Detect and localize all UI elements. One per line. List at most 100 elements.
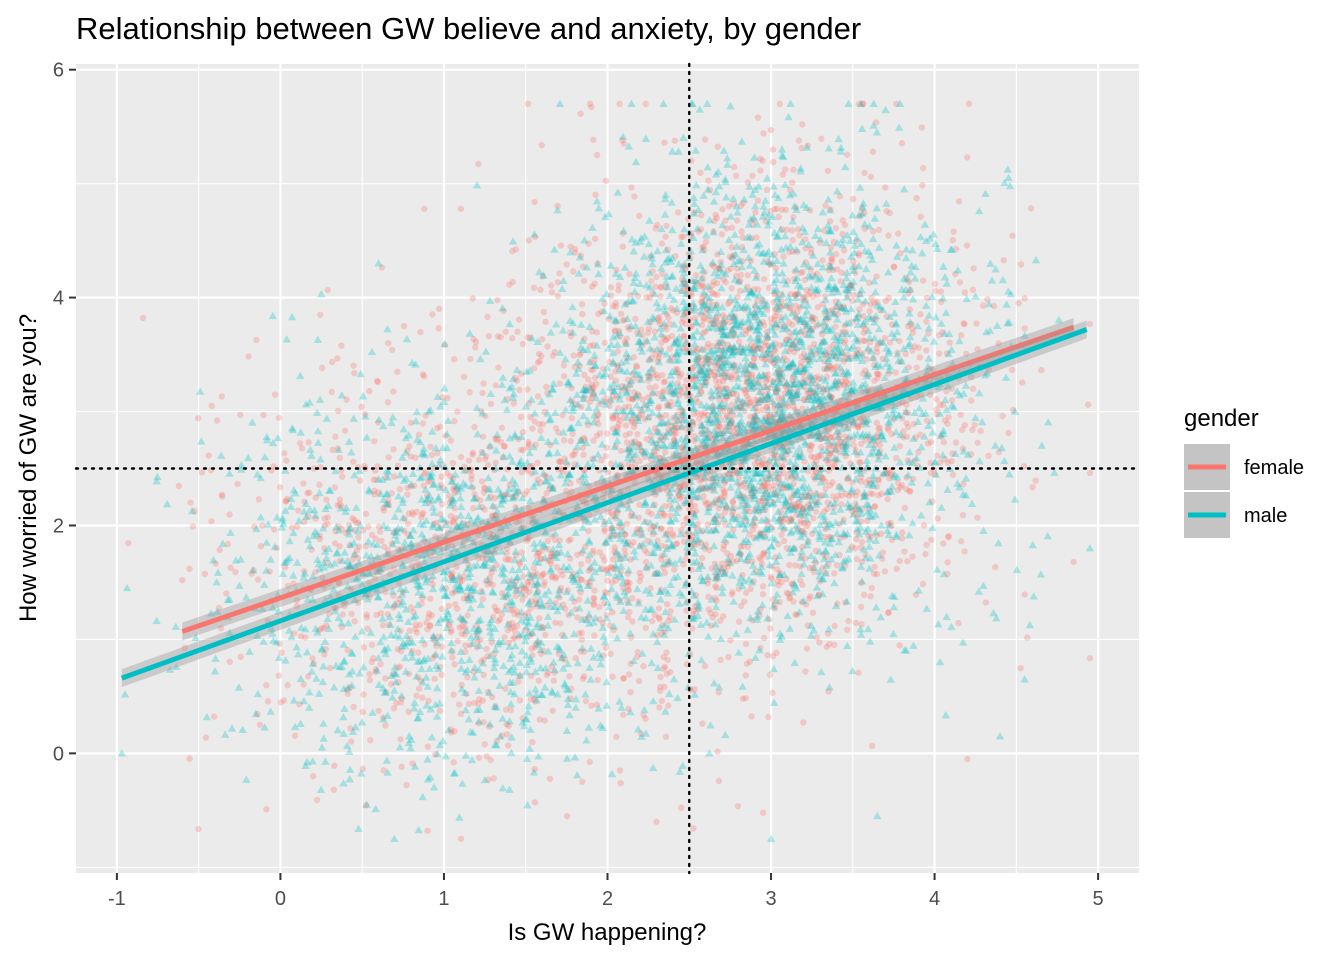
data-point <box>369 532 375 538</box>
data-point <box>925 330 931 336</box>
data-point <box>740 696 746 702</box>
data-point <box>505 742 511 748</box>
data-point <box>318 625 324 631</box>
data-point <box>531 418 537 424</box>
data-point <box>877 442 883 448</box>
data-point <box>770 159 776 165</box>
data-point <box>1032 477 1038 483</box>
data-point <box>790 598 796 604</box>
data-point <box>620 712 626 718</box>
data-point <box>542 319 548 325</box>
data-point <box>703 238 709 244</box>
data-point <box>671 566 677 572</box>
data-point <box>421 206 427 212</box>
data-point <box>1009 367 1015 373</box>
data-point <box>551 677 557 683</box>
data-point <box>845 618 851 624</box>
data-point <box>961 320 967 326</box>
data-point <box>283 457 289 463</box>
data-point <box>418 514 424 520</box>
data-point <box>451 418 457 424</box>
data-point <box>662 664 668 670</box>
data-point <box>466 701 472 707</box>
data-point <box>429 452 435 458</box>
data-point <box>300 480 306 486</box>
data-point <box>748 713 754 719</box>
data-point <box>568 438 574 444</box>
data-point <box>258 543 264 549</box>
data-point <box>958 412 964 418</box>
data-point <box>973 320 979 326</box>
data-point <box>483 646 489 652</box>
data-point <box>404 491 410 497</box>
data-point <box>529 646 535 652</box>
data-point <box>566 673 572 679</box>
data-point <box>757 167 763 173</box>
data-point <box>454 638 460 644</box>
data-point <box>361 644 367 650</box>
data-point <box>186 755 192 761</box>
data-point <box>331 484 337 490</box>
data-point <box>730 499 736 505</box>
data-point <box>534 460 540 466</box>
data-point <box>386 454 392 460</box>
data-point <box>662 449 668 455</box>
data-point <box>789 227 795 233</box>
data-point <box>907 488 913 494</box>
data-point <box>214 417 220 423</box>
data-point <box>476 755 482 761</box>
data-point <box>461 374 467 380</box>
data-point <box>334 355 340 361</box>
data-point <box>382 722 388 728</box>
data-point <box>590 137 596 143</box>
data-point <box>647 384 653 390</box>
data-point <box>770 146 776 152</box>
data-point <box>790 167 796 173</box>
data-point <box>747 399 753 405</box>
data-point <box>544 343 550 349</box>
data-point <box>1019 379 1025 385</box>
data-point <box>923 347 929 353</box>
data-point <box>870 148 876 154</box>
data-point <box>859 539 865 545</box>
data-point <box>764 652 770 658</box>
data-point <box>1001 257 1007 263</box>
data-point <box>516 387 522 393</box>
data-point <box>636 213 642 219</box>
data-point <box>838 501 844 507</box>
data-point <box>932 281 938 287</box>
data-point <box>350 362 356 368</box>
data-point <box>571 352 577 358</box>
data-point <box>616 101 622 107</box>
data-point <box>796 232 802 238</box>
data-point <box>755 197 761 203</box>
data-point <box>140 315 146 321</box>
data-point <box>678 805 684 811</box>
data-point <box>653 274 659 280</box>
data-point <box>539 336 545 342</box>
data-point <box>377 661 383 667</box>
data-point <box>470 450 476 456</box>
data-point <box>209 403 215 409</box>
data-point <box>779 171 785 177</box>
data-point <box>479 478 485 484</box>
data-point <box>705 178 711 184</box>
data-point <box>348 738 354 744</box>
data-point <box>276 672 282 678</box>
data-point <box>397 486 403 492</box>
data-point <box>594 677 600 683</box>
data-point <box>537 427 543 433</box>
data-point <box>614 416 620 422</box>
data-point <box>917 214 923 220</box>
data-point <box>897 443 903 449</box>
data-point <box>631 193 637 199</box>
data-point <box>234 481 240 487</box>
data-point <box>825 168 831 174</box>
data-point <box>202 571 208 577</box>
data-point <box>366 671 372 677</box>
data-point <box>849 297 855 303</box>
data-point <box>367 677 373 683</box>
data-point <box>843 378 849 384</box>
data-point <box>882 184 888 190</box>
data-point <box>292 733 298 739</box>
